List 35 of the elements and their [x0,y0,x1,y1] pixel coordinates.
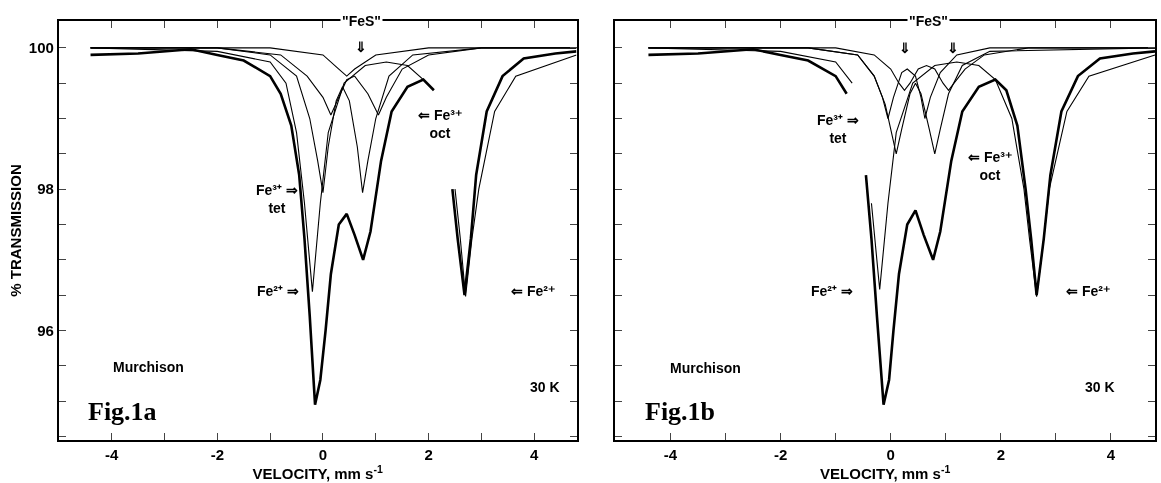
x-axis-title: VELOCITY, mm s$^{-1}$ [252,463,383,483]
y-tick-label: 100 [28,39,54,57]
annotation: Fe²⁺ ⇒ [811,283,853,299]
annotation: ⇓ [899,40,911,56]
x-tick-label: 0 [886,446,895,463]
annotation: 30 K [1085,379,1115,395]
y-tick-label: 96 [37,321,54,339]
x-tick-label: 4 [530,446,540,463]
x-tick-label: -2 [210,446,224,463]
x-tick-label: -2 [773,446,788,463]
annotation: Fig.1b [645,397,716,426]
annotation: "FeS" [909,13,948,29]
annotation: Fig.1a [88,397,157,426]
annotation: ⇐ Fe³⁺ oct [968,149,1012,184]
x-tick-label: -4 [105,446,119,463]
annotation: Murchison [670,360,741,376]
y-tick-label: 98 [37,180,54,198]
annotation: ⇐ Fe³⁺ oct [418,107,462,142]
annotation: Fe²⁺ ⇒ [257,283,299,299]
x-tick-label: 4 [1106,446,1116,463]
annotation: ⇓ [355,39,367,55]
annotation: ⇐ Fe²⁺ [511,283,555,299]
y-axis-title: % TRANSMISSION [6,164,24,297]
annotation: ⇓ [947,40,959,56]
annotation: ⇐ Fe²⁺ [1066,283,1110,299]
annotation: Fe³⁺ ⇒ tet [817,112,859,147]
x-tick-label: -4 [663,446,678,463]
annotation: 30 K [530,379,560,395]
annotation: "FeS" [342,13,381,29]
x-axis-title: VELOCITY, mm s$^{-1}$ [820,463,951,483]
x-tick-label: 0 [318,446,328,463]
annotation: Fe³⁺ ⇒ tet [256,182,298,217]
annotation: Murchison [113,359,184,375]
x-tick-label: 2 [996,446,1006,463]
x-tick-label: 2 [424,446,433,463]
